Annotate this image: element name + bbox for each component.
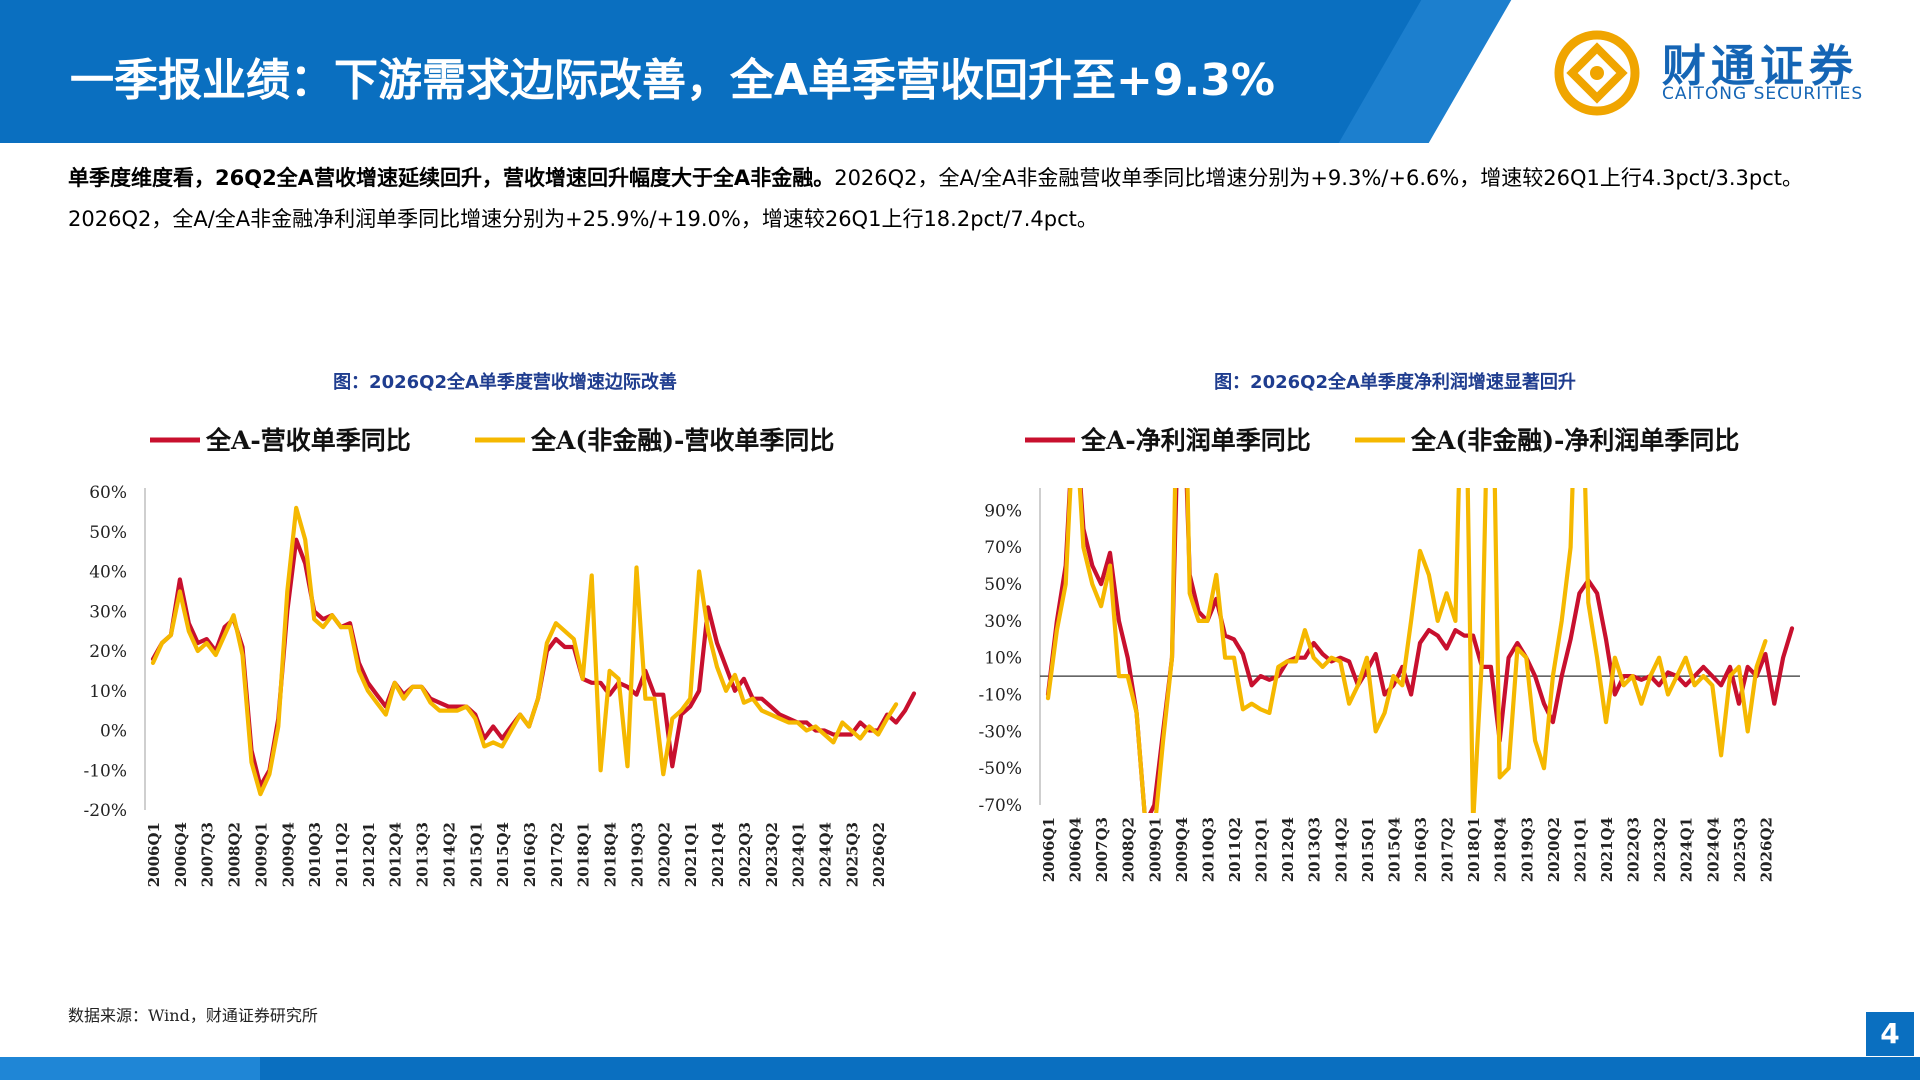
y-tick-label: 60% [89, 483, 127, 503]
x-tick-label: 2014Q2 [1332, 817, 1350, 882]
y-tick-label: -20% [83, 801, 127, 821]
x-tick-label: 2008Q2 [1120, 817, 1138, 882]
x-tick-label: 2018Q1 [1465, 817, 1483, 882]
y-tick-label: -50% [978, 759, 1022, 779]
y-tick-label: 20% [89, 642, 127, 662]
x-tick-label: 2022Q3 [1625, 817, 1643, 882]
x-tick-label: 2006Q1 [1040, 817, 1058, 882]
page-number: 4 [1866, 1012, 1914, 1056]
x-tick-label: 2021Q1 [682, 822, 700, 887]
x-tick-label: 2010Q3 [1199, 817, 1217, 882]
x-tick-label: 2016Q3 [1412, 817, 1430, 882]
chart-title-revenue: 图：2026Q2全A单季度营收增速边际改善 [333, 372, 677, 393]
company-logo: 财通证券 CAITONG SECURITIES [1552, 28, 1902, 118]
x-tick-label: 2011Q2 [333, 822, 351, 887]
x-tick-label: 2023Q2 [1651, 817, 1669, 882]
y-tick-label: 10% [984, 649, 1022, 669]
x-tick-label: 2015Q1 [467, 822, 485, 887]
x-tick-label: 2014Q2 [440, 822, 458, 887]
x-tick-label: 2024Q1 [1678, 817, 1696, 882]
y-tick-label: 30% [89, 602, 127, 622]
x-tick-label: 2020Q2 [1545, 817, 1563, 882]
x-tick-label: 2006Q4 [172, 822, 190, 887]
legend-label: 全A(非金融)-净利润单季同比 [1410, 426, 1739, 455]
x-tick-label: 2011Q2 [1226, 817, 1244, 882]
y-tick-label: 70% [984, 538, 1022, 558]
y-tick-label: 90% [984, 501, 1022, 521]
x-tick-label: 2021Q4 [1598, 817, 1616, 882]
x-tick-label: 2025Q3 [1731, 817, 1749, 882]
x-tick-label: 2009Q1 [252, 822, 270, 887]
x-tick-label: 2012Q1 [1253, 817, 1271, 882]
legend-label: 全A-净利润单季同比 [1080, 426, 1311, 455]
series-line-non-financial [150, 505, 899, 797]
x-tick-label: 2024Q4 [1704, 817, 1722, 882]
x-tick-label: 2009Q4 [1173, 817, 1191, 882]
y-tick-label: 40% [89, 563, 127, 583]
summary-detail: 2026Q2，全A/全A非金融营收单季同比增速分别为+9.3%/+6.6%，增速… [68, 166, 1804, 231]
chart-title-profit: 图：2026Q2全A单季度净利润增速显著回升 [1214, 372, 1576, 393]
header-bar: 一季报业绩：下游需求边际改善，全A单季营收回升至+9.3% 财通证券 CAITO… [0, 0, 1920, 143]
logo-name-cn: 财通证券 [1662, 41, 1858, 92]
x-tick-label: 2019Q3 [628, 822, 646, 887]
y-tick-label: 50% [89, 523, 127, 543]
x-tick-label: 2013Q3 [1306, 817, 1324, 882]
x-tick-label: 2023Q2 [763, 822, 781, 887]
x-tick-label: 2018Q1 [575, 822, 593, 887]
x-tick-label: 2006Q4 [1067, 817, 1085, 882]
x-tick-label: 2019Q3 [1518, 817, 1536, 882]
summary-text: 单季度维度看，26Q2全A营收增速延续回升，营收增速回升幅度大于全A非金融。20… [68, 158, 1848, 240]
x-tick-label: 2020Q2 [655, 822, 673, 887]
x-tick-label: 2009Q4 [279, 822, 297, 887]
data-source-note: 数据来源：Wind，财通证券研究所 [68, 1006, 318, 1025]
legend-label: 全A-营收单季同比 [205, 426, 411, 455]
y-tick-label: 10% [89, 682, 127, 702]
x-tick-label: 2008Q2 [226, 822, 244, 887]
x-tick-label: 2026Q2 [870, 822, 888, 887]
y-tick-label: 30% [984, 612, 1022, 632]
logo-name-en: CAITONG SECURITIES [1662, 84, 1864, 104]
x-tick-label: 2012Q4 [387, 822, 405, 887]
x-tick-label: 2015Q4 [1385, 817, 1403, 882]
chart-revenue: -20% -10% 0% 10% 20% 30% 40% 50% 60% 2006Q1 2006Q4… [83, 426, 917, 887]
series-line-non-financial [1045, 488, 1768, 813]
page-title: 一季报业绩：下游需求边际改善，全A单季营收回升至+9.3% [70, 55, 1275, 106]
x-tick-label: 2007Q3 [199, 822, 217, 887]
y-tick-label: -70% [978, 796, 1022, 816]
y-tick-label: -10% [978, 686, 1022, 706]
x-tick-label: 2021Q1 [1571, 817, 1589, 882]
x-tick-label: 2013Q3 [414, 822, 432, 887]
y-tick-label: 0% [100, 722, 127, 742]
y-tick-label: 50% [984, 575, 1022, 595]
y-tick-label: -10% [83, 761, 127, 781]
x-tick-label: 2017Q2 [1439, 817, 1457, 882]
footer-accent [0, 1057, 260, 1080]
x-tick-label: 2024Q4 [816, 822, 834, 887]
x-tick-label: 2010Q3 [306, 822, 324, 887]
x-tick-label: 2016Q3 [521, 822, 539, 887]
x-tick-label: 2007Q3 [1093, 817, 1111, 882]
x-tick-label: 2017Q2 [548, 822, 566, 887]
x-tick-label: 2012Q1 [360, 822, 378, 887]
x-tick-label: 2022Q3 [736, 822, 754, 887]
x-tick-label: 2024Q1 [790, 822, 808, 887]
summary-highlight: 单季度维度看，26Q2全A营收增速延续回升，营收增速回升幅度大于全A非金融。 [68, 166, 835, 190]
series-line-all-a [150, 537, 917, 789]
x-tick-label: 2012Q4 [1279, 817, 1297, 882]
footer-bar [0, 1057, 1920, 1080]
x-tick-label: 2021Q4 [709, 822, 727, 887]
x-tick-label: 2026Q2 [1757, 817, 1775, 882]
logo-emblem-icon [1554, 30, 1640, 116]
x-tick-label: 2018Q4 [602, 822, 620, 887]
charts-canvas: -20% -10% 0% 10% 20% 30% 40% 50% 60% 2006Q1 2006Q4… [83, 426, 1800, 887]
legend-label: 全A(非金融)-营收单季同比 [530, 426, 834, 455]
x-tick-label: 2009Q1 [1146, 817, 1164, 882]
chart-profit: -70% -50% -30% -10% 10% 30% 50% 70% 90% 2006Q1 200… [978, 426, 1800, 882]
y-tick-label: -30% [978, 722, 1022, 742]
x-tick-label: 2015Q1 [1359, 817, 1377, 882]
x-tick-label: 2018Q4 [1492, 817, 1510, 882]
x-tick-label: 2006Q1 [145, 822, 163, 887]
x-tick-label: 2015Q4 [494, 822, 512, 887]
x-tick-label: 2025Q3 [843, 822, 861, 887]
